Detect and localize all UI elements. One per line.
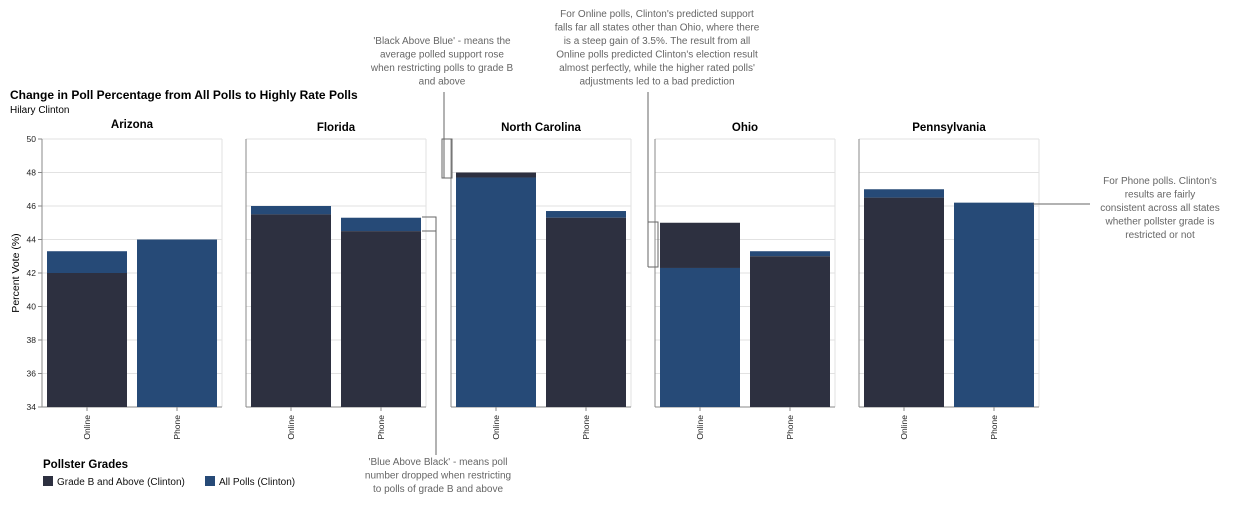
annotations: 'Black Above Blue' - means the average po… [365,9,1220,495]
bar-online-all-polls [864,189,944,198]
bar-online-grade-b [47,273,127,407]
bar-phone-grade-b [546,217,626,407]
legend-swatch [43,476,53,486]
legend-title: Pollster Grades [43,459,128,471]
chart-title: Change in Poll Percentage from All Polls… [10,88,358,102]
panel-ohio: Ohio Online Phone [654,122,836,440]
annotation-connector [422,216,437,232]
x-tick-label: Phone [989,415,999,440]
x-tick-label: Online [491,415,501,440]
x-tick-label: Online [695,415,705,440]
chart-subtitle: Hilary Clinton [10,105,69,116]
x-tick-label: Online [899,415,909,440]
bar-online-grade-b [456,172,536,178]
bar-online-all-polls [47,251,127,273]
legend: Pollster Grades Grade B and Above (Clint… [43,459,295,488]
legend-label: All Polls (Clinton) [219,477,295,488]
bar-phone-all-polls [750,251,830,257]
bar-online-grade-b [660,222,740,268]
x-tick-label: Phone [785,415,795,440]
annotation-online-polls: For Online polls, Clinton's predicted su… [555,9,760,88]
x-tick-label: Phone [376,415,386,440]
y-tick-label: 50 [27,134,37,144]
bar-online-all-polls [660,267,740,407]
y-tick-label: 46 [27,201,37,211]
legend-label: Grade B and Above (Clinton) [57,477,185,488]
bar-phone-all-polls [137,239,217,407]
y-tick-label: 48 [27,168,37,178]
annotation-connector [647,92,659,268]
x-tick-label: Online [286,415,296,440]
legend-swatch [205,476,215,486]
bar-phone-all-polls [546,211,626,218]
bar-phone-grade-b [341,231,421,407]
panel-north-carolina: North Carolina Online Phone [450,122,632,440]
panel-title: Arizona [111,119,154,131]
bar-online-all-polls [251,206,331,215]
annotation-black-above-blue: 'Black Above Blue' - means the average po… [370,36,514,88]
y-tick-label: 40 [27,302,37,312]
annotation-connector [441,92,453,179]
y-axis-label: Percent Vote (%) [10,233,22,312]
panel-florida: Florida Online Phone [245,122,427,440]
panel-title: North Carolina [501,122,581,134]
bar-phone-grade-b [750,256,830,407]
panel-title: Ohio [732,122,758,134]
y-tick-label: 38 [27,335,37,345]
panel-arizona: Arizona 34 36 38 40 42 44 46 48 50 Online Phone [27,119,223,440]
bar-online-grade-b [864,197,944,407]
x-tick-label: Phone [581,415,591,440]
bar-online-all-polls [456,177,536,407]
y-tick-label: 34 [27,402,37,412]
x-tick-label: Online [82,415,92,440]
panel-title: Florida [317,122,356,134]
annotation-blue-above-black: 'Blue Above Black' - means poll number dr… [365,457,511,495]
x-tick-label: Phone [172,415,182,440]
bar-phone-all-polls [954,202,1034,407]
y-tick-label: 36 [27,369,37,379]
panel-title: Pennsylvania [912,122,986,134]
annotation-phone-polls: For Phone polls. Clinton's results are fa… [1100,176,1220,241]
y-tick-label: 42 [27,268,37,278]
y-tick-label: 44 [27,235,37,245]
bar-phone-all-polls [341,217,421,232]
bar-online-grade-b [251,214,331,407]
panel-pennsylvania: Pennsylvania Online Phone [858,122,1040,440]
